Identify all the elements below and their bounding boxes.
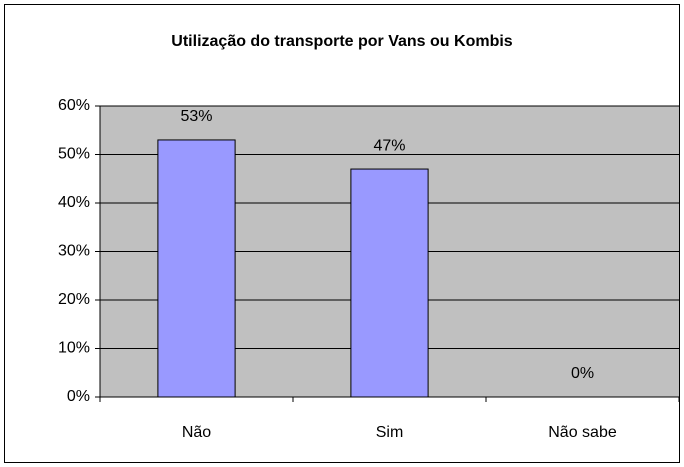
y-tick-label: 10% [58,340,90,357]
x-tick-label: Não [182,424,211,441]
data-label: 0% [571,365,594,382]
y-tick-label: 30% [58,243,90,260]
bar [350,168,429,398]
data-label: 47% [373,137,405,154]
x-tick-label: Sim [376,424,404,441]
y-tick-label: 40% [58,194,90,211]
y-tick-label: 50% [58,146,90,163]
chart-title: Utilização do transporte por Vans ou Kom… [171,33,512,50]
y-tick-label: 0% [67,388,90,405]
y-tick-label: 60% [58,97,90,114]
bar [157,139,236,398]
y-tick-label: 20% [58,291,90,308]
x-tick-label: Não sabe [548,424,617,441]
data-label: 53% [180,108,212,125]
